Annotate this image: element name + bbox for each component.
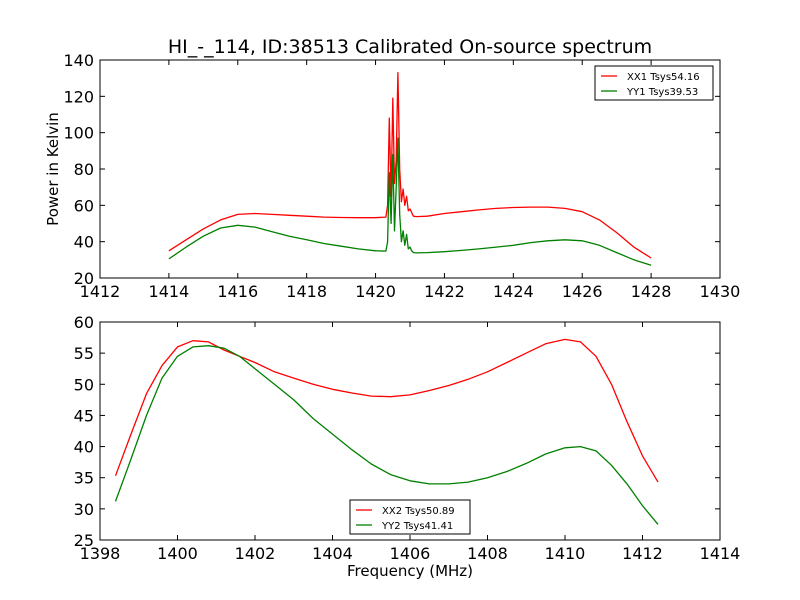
bottom-plot-spectrum-2: 1398 1400 1402 1404 1406 1408 1410 1412 1414 25 30… xyxy=(74,313,741,580)
top-y-tick-label: 120 xyxy=(63,87,94,106)
bottom-series-line-2 xyxy=(114,345,659,525)
top-x-tick-label: 1422 xyxy=(424,282,465,301)
bottom-x-tick-label: 1408 xyxy=(467,544,508,563)
bottom-y-tick-label: 40 xyxy=(74,438,94,457)
top-plot-spectrum-1: 1412 1414 1416 1418 1420 1422 1424 1426 1428 1430… xyxy=(44,51,740,301)
bottom-y-tick-label: 30 xyxy=(74,500,94,519)
bottom-x-tick-label: 1414 xyxy=(700,544,741,563)
bottom-x-tick-label: 1412 xyxy=(622,544,663,563)
bottom-y-tick-label: 35 xyxy=(74,469,94,488)
bottom-y-tick-label: 55 xyxy=(74,344,94,363)
top-x-tick-label: 1412 xyxy=(80,282,121,301)
bottom-y-tick-label: 60 xyxy=(74,313,94,332)
bottom-y-tick-label: 45 xyxy=(74,406,94,425)
top-series-line-2 xyxy=(168,137,652,266)
top-y-tick-label: 140 xyxy=(63,51,94,70)
top-x-tick-label: 1428 xyxy=(631,282,672,301)
top-y-tick-label: 20 xyxy=(74,269,94,288)
top-legend-label: YY1 Tsys39.53 xyxy=(626,87,698,98)
top-x-tick-label: 1414 xyxy=(149,282,190,301)
bottom-x-axis-label: Frequency (MHz) xyxy=(347,562,473,580)
bottom-x-tick-label: 1406 xyxy=(390,544,431,563)
top-x-tick-label: 1430 xyxy=(700,282,741,301)
top-legend-label: XX1 Tsys54.16 xyxy=(627,72,700,83)
bottom-legend-box xyxy=(349,499,471,535)
top-x-tick-label: 1420 xyxy=(355,282,396,301)
top-legend: XX1 Tsys54.16 YY1 Tsys39.53 xyxy=(594,65,714,101)
top-y-axis-label: Power in Kelvin xyxy=(44,112,62,226)
top-y-tick-label: 100 xyxy=(63,124,94,143)
top-y-tick-label: 40 xyxy=(74,233,94,252)
top-x-tick-label: 1424 xyxy=(493,282,534,301)
bottom-y-tick-label: 25 xyxy=(74,531,94,550)
bottom-x-tick-label: 1398 xyxy=(80,544,121,563)
figure-title: HI_-_114, ID:38513 Calibrated On-source … xyxy=(168,36,652,58)
bottom-x-tick-label: 1400 xyxy=(157,544,198,563)
bottom-x-tick-label: 1410 xyxy=(545,544,586,563)
top-y-tick-label: 60 xyxy=(74,196,94,215)
top-x-tick-label: 1418 xyxy=(286,282,327,301)
top-x-tick-label: 1416 xyxy=(217,282,258,301)
bottom-legend-label: XX2 Tsys50.89 xyxy=(382,506,455,517)
top-y-tick-label: 80 xyxy=(74,160,94,179)
bottom-x-tick-label: 1402 xyxy=(235,544,276,563)
bottom-y-tick-label: 50 xyxy=(74,375,94,394)
top-x-tick-label: 1426 xyxy=(562,282,603,301)
bottom-x-tick-label: 1404 xyxy=(312,544,353,563)
bottom-legend: XX2 Tsys50.89 YY2 Tsys41.41 xyxy=(349,499,471,535)
top-series-line-1 xyxy=(168,72,652,259)
bottom-legend-label: YY2 Tsys41.41 xyxy=(381,521,453,532)
top-legend-box xyxy=(594,65,714,101)
bottom-series-line-1 xyxy=(114,338,659,483)
